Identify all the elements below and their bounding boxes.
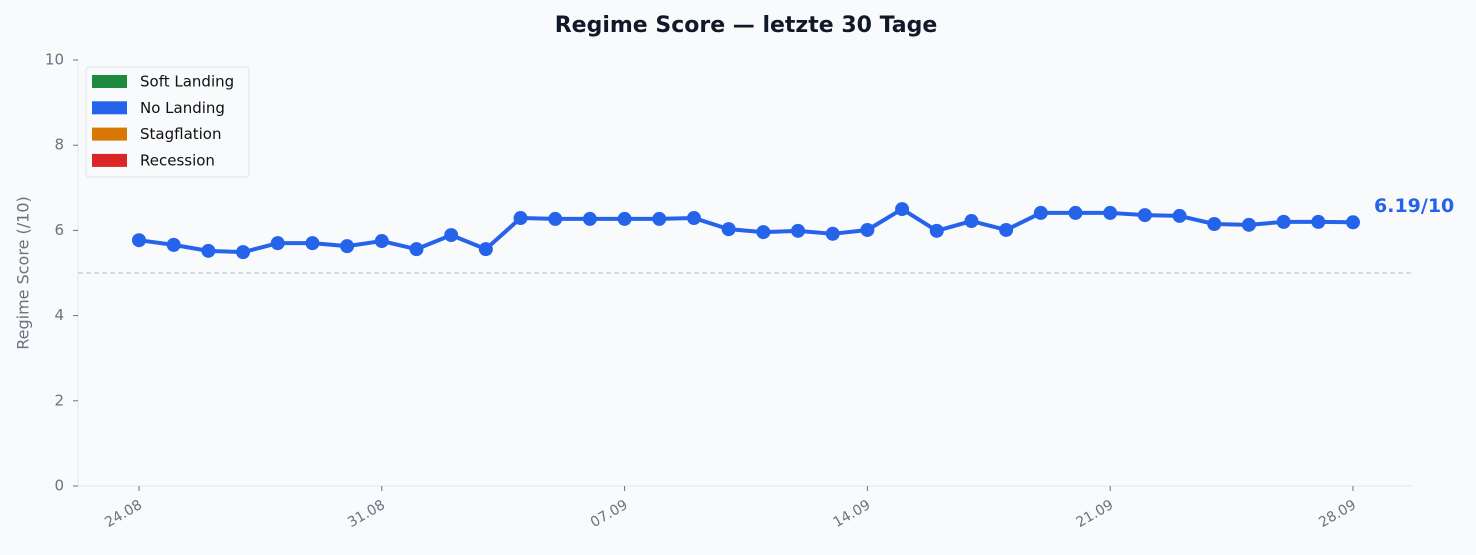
legend-label: No Landing xyxy=(140,99,225,117)
legend-label: Recession xyxy=(140,151,215,169)
point xyxy=(1207,217,1222,232)
point xyxy=(756,225,771,240)
legend-swatch xyxy=(92,127,127,141)
legend-swatch xyxy=(92,101,127,115)
point xyxy=(895,202,910,217)
point xyxy=(964,214,979,229)
legend-label: Soft Landing xyxy=(140,73,234,91)
y-tick-label: 10 xyxy=(45,51,64,69)
point xyxy=(513,211,528,226)
legend-box xyxy=(85,66,250,178)
x-tick-label: 31.08 xyxy=(345,497,388,531)
point xyxy=(825,226,840,241)
point xyxy=(582,211,597,226)
point xyxy=(305,236,320,251)
y-tick-label: 2 xyxy=(54,391,64,409)
y-tick-label: 6 xyxy=(54,221,64,239)
point xyxy=(1137,208,1152,223)
point xyxy=(132,233,146,248)
y-tick-label: 0 xyxy=(54,477,64,495)
point xyxy=(1033,205,1048,220)
point xyxy=(617,211,632,226)
point xyxy=(999,222,1014,237)
point xyxy=(548,211,563,226)
x-tick-label: 21.09 xyxy=(1073,497,1116,531)
point xyxy=(409,242,424,257)
last-value-label: 6.19/10 xyxy=(1374,195,1454,217)
x-tick-label: 28.09 xyxy=(1316,497,1359,531)
y-tick-label: 8 xyxy=(54,136,64,154)
point xyxy=(166,237,181,252)
y-tick-label: 4 xyxy=(54,306,64,324)
x-tick-label: 07.09 xyxy=(588,497,631,531)
point xyxy=(270,236,285,251)
point xyxy=(1241,217,1256,232)
point xyxy=(1276,214,1291,229)
x-tick-label: 14.09 xyxy=(831,497,874,531)
point xyxy=(340,239,355,254)
point xyxy=(478,242,493,257)
legend-swatch xyxy=(92,75,127,88)
legend-label: Stagflation xyxy=(140,125,222,143)
point xyxy=(1103,205,1118,220)
point xyxy=(236,245,251,260)
point xyxy=(1172,208,1187,223)
point xyxy=(1311,214,1326,229)
point xyxy=(791,223,806,238)
chart-title: Regime Score — letzte 30 Tage xyxy=(555,13,938,38)
point xyxy=(201,243,216,258)
legend-swatch xyxy=(92,153,127,167)
point xyxy=(929,223,944,238)
line xyxy=(138,207,1354,255)
point xyxy=(374,234,389,249)
point xyxy=(860,222,875,237)
point xyxy=(1346,215,1360,230)
point xyxy=(444,228,459,243)
x-tick-label: 24.08 xyxy=(102,497,145,531)
point xyxy=(1068,205,1083,220)
point xyxy=(652,211,667,226)
point xyxy=(721,222,736,237)
y-axis-label: Regime Score (/10) xyxy=(14,196,33,350)
point xyxy=(686,211,701,226)
